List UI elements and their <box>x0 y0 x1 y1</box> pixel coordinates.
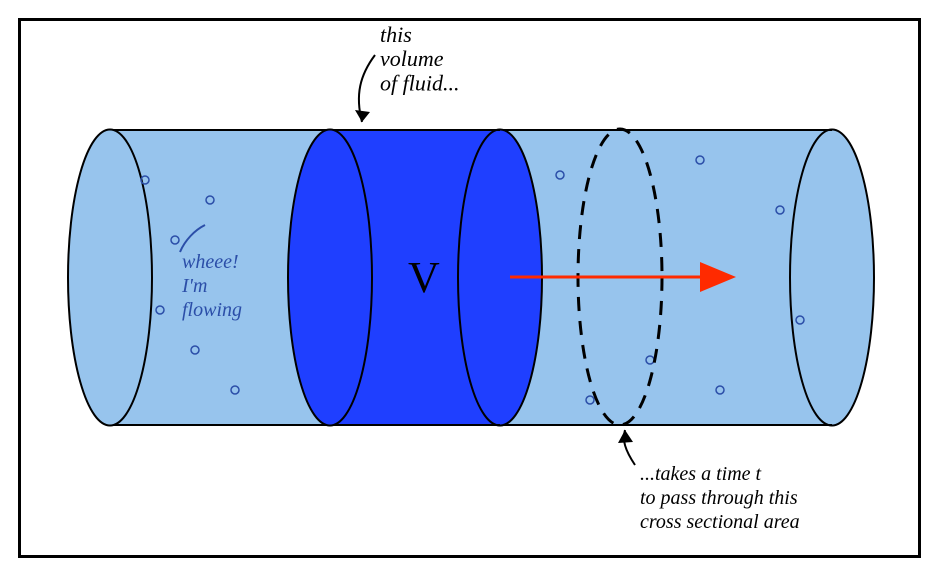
pipe-left-cap <box>68 130 152 426</box>
pipe-right-cap <box>790 130 874 426</box>
bottom-note-text: ...takes a time t to pass through this c… <box>640 463 803 533</box>
volume-slab-left-cap <box>288 130 372 426</box>
top-note-text: this volume of fluid... <box>380 22 459 95</box>
top-note-pointer-head <box>355 110 370 122</box>
volume-letter: V <box>408 253 440 302</box>
bottom-note-pointer-head <box>618 430 633 443</box>
diagram-svg: V this volume of fluid... ...takes a tim… <box>0 0 939 576</box>
